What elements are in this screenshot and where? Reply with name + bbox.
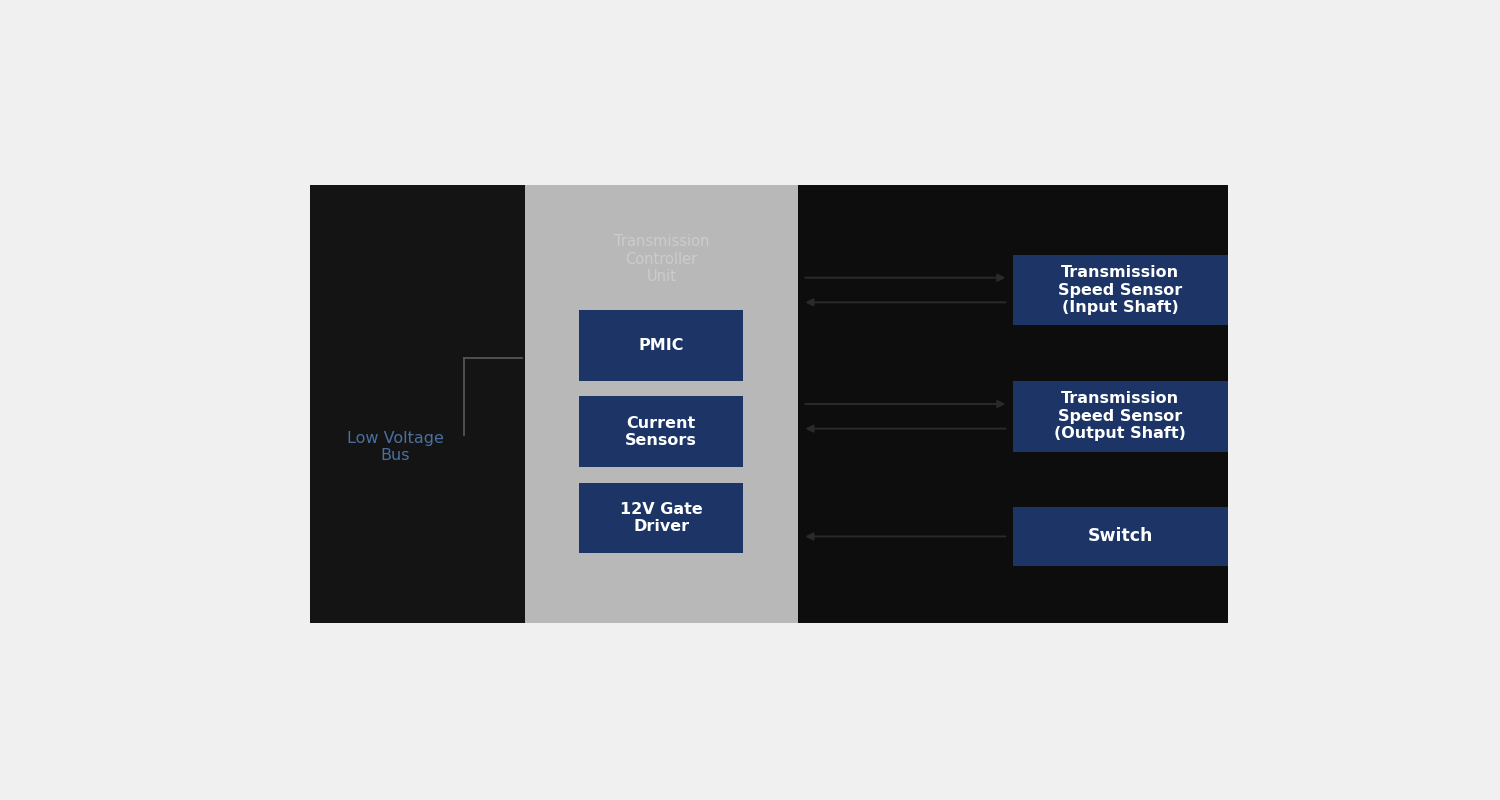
Bar — [525, 186, 798, 622]
Text: Current
Sensors: Current Sensors — [626, 415, 698, 448]
Bar — [1013, 381, 1228, 452]
Text: 12V Gate
Driver: 12V Gate Driver — [620, 502, 702, 534]
Text: Low Voltage
Bus: Low Voltage Bus — [346, 431, 444, 463]
Text: Transmission
Speed Sensor
(Input Shaft): Transmission Speed Sensor (Input Shaft) — [1059, 265, 1182, 315]
Bar — [798, 186, 1228, 622]
Text: Transmission
Controller
Unit: Transmission Controller Unit — [614, 234, 710, 284]
Text: PMIC: PMIC — [639, 338, 684, 353]
Bar — [579, 482, 742, 554]
Text: Transmission
Speed Sensor
(Output Shaft): Transmission Speed Sensor (Output Shaft) — [1054, 391, 1186, 442]
Bar — [309, 186, 525, 622]
Bar — [1013, 507, 1228, 566]
Bar — [1013, 254, 1228, 326]
Text: Switch: Switch — [1088, 527, 1154, 546]
Bar — [579, 396, 742, 467]
Bar — [579, 310, 742, 381]
